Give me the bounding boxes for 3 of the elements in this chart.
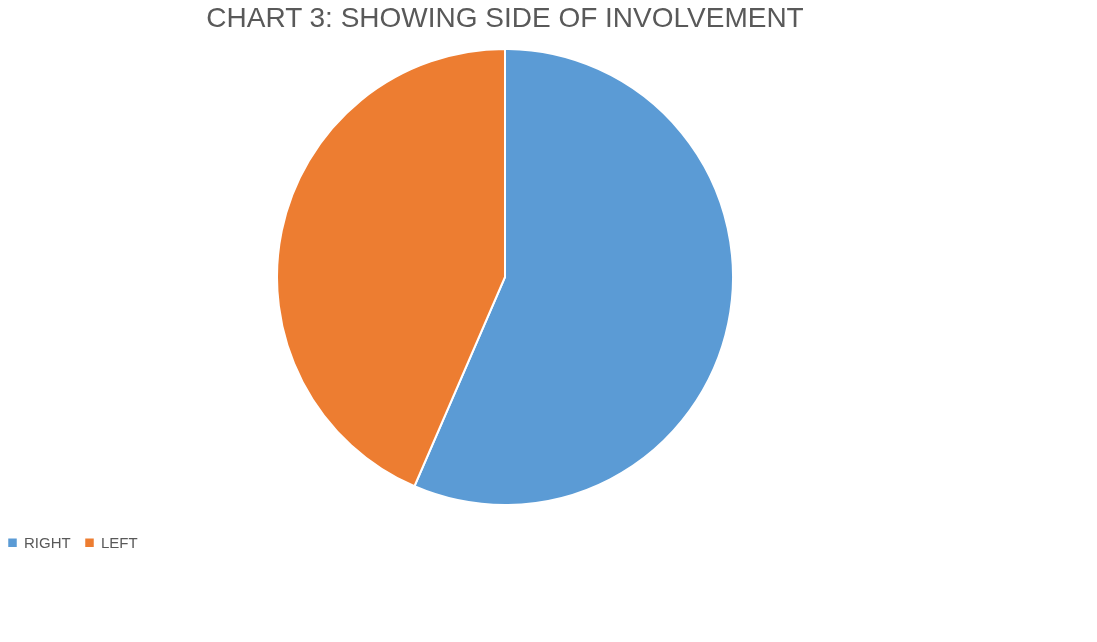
legend-label: RIGHT (24, 533, 71, 551)
chart-title: CHART 3: SHOWING SIDE OF INVOLVEMENT (206, 2, 804, 33)
legend-label: LEFT (101, 533, 138, 551)
